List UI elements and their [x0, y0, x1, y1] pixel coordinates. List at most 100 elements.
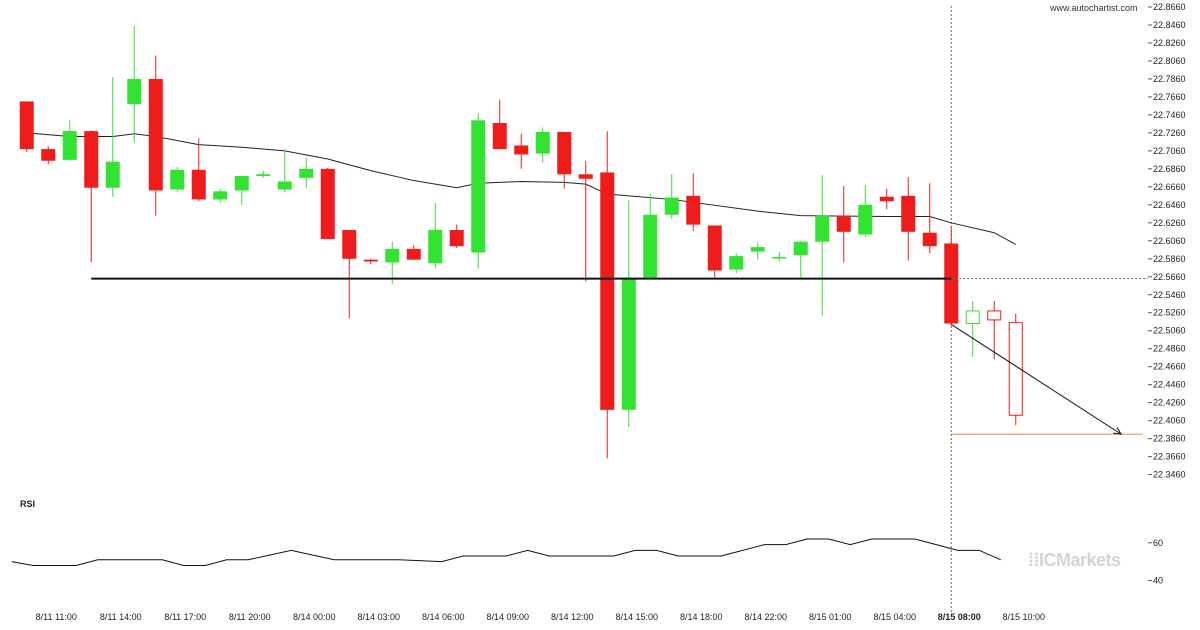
rsi-tick-label: 60 — [1153, 538, 1163, 548]
y-tick-label: 22.4060 — [1153, 416, 1186, 426]
rsi-line — [11, 538, 1001, 566]
y-tick-label: 22.5260 — [1153, 308, 1186, 318]
y-tick-label: 22.6060 — [1153, 236, 1186, 246]
candle-body — [170, 169, 185, 190]
y-tick-label: 22.3860 — [1153, 434, 1186, 444]
candle — [772, 251, 787, 262]
candle — [19, 101, 34, 152]
y-tick-label: 22.4860 — [1153, 344, 1186, 354]
x-tick-label: 8/11 11:00 — [36, 612, 77, 622]
watermark-text: www.autochartist.com — [1050, 3, 1138, 13]
candle — [729, 253, 744, 274]
candle — [471, 113, 486, 269]
y-tick-label: 22.4460 — [1153, 380, 1186, 390]
candle-body — [836, 215, 851, 232]
candle — [944, 226, 959, 326]
y-tick-label: 22.4660 — [1153, 362, 1186, 372]
x-tick-label: 8/14 22:00 — [744, 612, 787, 622]
candle-body — [385, 248, 400, 263]
y-tick-label: 22.8660 — [1153, 2, 1186, 12]
candle-body — [879, 196, 894, 202]
candle-body — [428, 230, 443, 264]
rsi-tick-label: 40 — [1153, 576, 1163, 586]
candle-body — [127, 78, 142, 105]
candle-body — [621, 277, 636, 410]
candle — [62, 120, 77, 161]
candle — [234, 176, 249, 205]
candle-body — [901, 195, 916, 232]
candle — [965, 301, 980, 357]
x-tick-label: 8/15 10:00 — [1002, 612, 1045, 622]
x-tick-label: 8/15 08:00 — [938, 612, 981, 622]
candle — [127, 25, 142, 143]
brand-name: ICMarkets — [1039, 550, 1121, 570]
candle-body — [449, 230, 464, 247]
candle — [557, 131, 572, 189]
candle-body — [600, 172, 615, 410]
candle-body — [406, 248, 421, 260]
y-tick-label: 22.5060 — [1153, 326, 1186, 336]
candle-body — [299, 168, 314, 178]
candle-body — [363, 259, 378, 262]
x-tick-label: 8/14 06:00 — [422, 612, 465, 622]
y-tick-label: 22.8460 — [1153, 20, 1186, 30]
candle-body — [148, 78, 163, 191]
candle-body — [213, 191, 228, 200]
candle — [535, 127, 550, 163]
candle — [621, 200, 636, 427]
candle-body — [514, 145, 529, 155]
candle — [406, 245, 421, 260]
candle — [299, 158, 314, 188]
candle — [105, 77, 120, 197]
y-tick-label: 22.8260 — [1153, 38, 1186, 48]
candle-body — [922, 232, 937, 247]
candle — [879, 188, 894, 210]
x-tick-label: 8/14 18:00 — [680, 612, 723, 622]
candle-body — [320, 168, 335, 240]
y-tick-label: 22.6860 — [1153, 164, 1186, 174]
candle — [1008, 313, 1023, 426]
candle-body — [105, 161, 120, 188]
candle — [836, 185, 851, 263]
y-tick-label: 22.7860 — [1153, 74, 1186, 84]
candle — [750, 242, 765, 260]
candle — [858, 185, 873, 238]
candle-body — [41, 149, 56, 161]
candle-body — [471, 120, 486, 253]
candle-body — [492, 123, 507, 150]
y-tick-label: 22.6260 — [1153, 218, 1186, 228]
x-tick-label: 8/11 20:00 — [229, 612, 271, 622]
candle-body — [19, 101, 34, 150]
candle — [578, 160, 593, 282]
brand-logo: ⁞⁞ICMarkets — [1028, 550, 1121, 571]
candle — [901, 176, 916, 261]
candle-body — [191, 169, 206, 200]
candle-body — [729, 256, 744, 270]
x-tick-label: 8/14 15:00 — [615, 612, 658, 622]
candle — [170, 167, 185, 193]
y-tick-label: 22.3660 — [1153, 452, 1186, 462]
y-tick-label: 22.3460 — [1153, 470, 1186, 480]
candle-body — [707, 225, 722, 271]
candle — [84, 130, 99, 263]
candle-body — [858, 204, 873, 235]
candle — [449, 224, 464, 248]
candle-body — [256, 174, 271, 177]
x-tick-label: 8/14 03:00 — [357, 612, 400, 622]
candle-body — [557, 131, 572, 175]
candle — [320, 167, 335, 240]
candle-body — [772, 256, 787, 259]
candle — [707, 225, 722, 278]
y-tick-label: 22.7060 — [1153, 146, 1186, 156]
candle-body — [62, 131, 77, 160]
candle-body — [987, 310, 1002, 321]
x-tick-label: 8/14 12:00 — [551, 612, 594, 622]
candle — [492, 99, 507, 150]
candle — [514, 133, 529, 169]
candle — [191, 138, 206, 202]
y-tick-label: 22.4260 — [1153, 398, 1186, 408]
x-tick-label: 8/15 01:00 — [809, 612, 852, 622]
y-tick-label: 22.5660 — [1153, 272, 1186, 282]
candle-body — [1008, 322, 1023, 416]
